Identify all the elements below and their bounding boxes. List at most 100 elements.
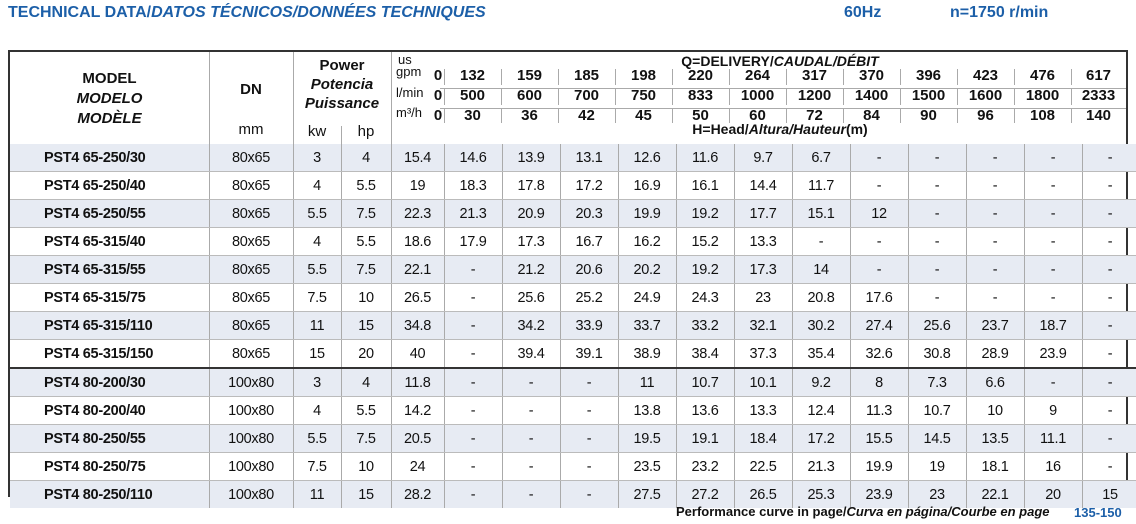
flow-m3h-5: 50: [692, 107, 709, 124]
model-cell: PST4 80-250/75: [10, 452, 209, 481]
head-value-cell: 11: [617, 368, 676, 397]
table-row: PST4 65-315/110 80x65 11 15 34.8-34.2 33.9 33.…: [10, 311, 1136, 340]
head-value-cell: 26.5: [390, 283, 444, 312]
head-value-cell: -: [1081, 171, 1136, 200]
dn-cell: 80x65: [208, 283, 293, 312]
header-dn-unit: mm: [238, 121, 264, 138]
head-value-cell: -: [1081, 368, 1136, 397]
head-value-cell: 6.6: [965, 368, 1024, 397]
head-value-cell: 12: [849, 199, 908, 228]
dn-cell: 100x80: [208, 368, 293, 397]
head-value-cell: 39.1: [559, 339, 618, 369]
head-value-cell: 20.2: [617, 255, 676, 284]
hp-cell: 10: [340, 452, 391, 481]
hp-cell: 4: [340, 144, 391, 172]
head-value-cell: 13.3: [733, 227, 792, 256]
head-value-cell: -: [501, 452, 560, 481]
head-value-cell: -: [1081, 144, 1136, 172]
head-value-cell: -: [1023, 283, 1082, 312]
header-puissance: Puissance: [304, 95, 380, 112]
head-value-cell: -: [443, 283, 502, 312]
table-row: PST4 65-315/55 80x65 5.5 7.5 22.1-21.2 20.6 20…: [10, 255, 1136, 284]
head-value-cell: 21.2: [501, 255, 560, 284]
head-value-cell: -: [907, 144, 966, 172]
head-value-cell: 24: [390, 452, 444, 481]
head-value-cell: 28.9: [965, 339, 1024, 369]
header-potencia: Potencia: [310, 76, 374, 93]
head-value-cell: 32.1: [733, 311, 792, 340]
head-value-cell: 40: [390, 339, 444, 369]
head-value-cell: 11.7: [791, 171, 850, 200]
model-cell: PST4 65-250/30: [10, 144, 209, 172]
head-value-cell: 22.3: [390, 199, 444, 228]
head-value-cell: 27.4: [849, 311, 908, 340]
head-value-cell: 11.3: [849, 396, 908, 425]
head-value-cell: -: [443, 255, 502, 284]
unit-gpm: gpm: [396, 64, 422, 79]
head-value-cell: 20.5: [390, 424, 444, 453]
header-kw: kw: [307, 123, 327, 140]
head-value-cell: -: [965, 199, 1024, 228]
head-value-cell: 17.6: [849, 283, 908, 312]
flow-gpm-5: 220: [687, 67, 714, 84]
head-value-cell: -: [1023, 171, 1082, 200]
unit-lmin: l/min: [396, 85, 424, 100]
head-value-cell: -: [965, 144, 1024, 172]
head-value-cell: 37.3: [733, 339, 792, 369]
head-value-cell: 14: [791, 255, 850, 284]
kw-cell: 5.5: [292, 199, 341, 228]
head-value-cell: 15.5: [849, 424, 908, 453]
head-value-cell: 19.9: [617, 199, 676, 228]
hp-cell: 5.5: [340, 227, 391, 256]
footer-note: Performance curve in page/Curva en págin…: [676, 504, 1050, 519]
flow-m3h-12: 140: [1085, 107, 1112, 124]
head-value-cell: 32.6: [849, 339, 908, 369]
head-value-cell: 19: [390, 171, 444, 200]
model-cell: PST4 65-315/75: [10, 283, 209, 312]
flow-m3h-1: 30: [464, 107, 481, 124]
head-value-cell: 23.2: [675, 452, 734, 481]
dn-cell: 100x80: [208, 480, 293, 508]
head-value-cell: 22.5: [733, 452, 792, 481]
head-value-cell: 25.2: [559, 283, 618, 312]
head-value-cell: -: [501, 396, 560, 425]
head-value-cell: 23.9: [1023, 339, 1082, 369]
hp-cell: 5.5: [340, 171, 391, 200]
kw-cell: 5.5: [292, 255, 341, 284]
head-value-cell: 15: [1081, 480, 1136, 508]
head-value-cell: -: [965, 227, 1024, 256]
model-cell: PST4 65-315/150: [10, 339, 209, 369]
footer-pages[interactable]: 135-150: [1074, 505, 1122, 520]
head-value-cell: 33.9: [559, 311, 618, 340]
table-row: PST4 65-315/75 80x65 7.5 10 26.5-25.6 25.2 24.…: [10, 283, 1136, 312]
head-value-cell: 22.1: [390, 255, 444, 284]
head-value-cell: 9.2: [791, 368, 850, 397]
flow-gpm-2: 159: [516, 67, 543, 84]
flow-gpm-12: 617: [1085, 67, 1112, 84]
head-value-cell: -: [443, 480, 502, 508]
flow-gpm-7: 317: [801, 67, 828, 84]
head-value-cell: -: [501, 368, 560, 397]
unit-us: us: [398, 52, 412, 67]
head-value-cell: -: [559, 452, 618, 481]
flow-lmin-3: 700: [573, 87, 600, 104]
head-value-cell: 34.8: [390, 311, 444, 340]
head-value-cell: 38.4: [675, 339, 734, 369]
head-value-cell: -: [1081, 339, 1136, 369]
model-cell: PST4 65-315/55: [10, 255, 209, 284]
head-value-cell: 26.5: [733, 480, 792, 508]
flow-gpm-6: 264: [744, 67, 771, 84]
head-value-cell: 34.2: [501, 311, 560, 340]
kw-cell: 3: [292, 368, 341, 397]
head-value-cell: 20: [1023, 480, 1082, 508]
table-row: PST4 65-250/40 80x65 4 5.5 19 18.3 17.8 17.2 16.…: [10, 171, 1136, 200]
head-value-cell: 15.1: [791, 199, 850, 228]
table-header: MODEL MODELO MODÈLE DN mm Power Potencia…: [10, 52, 1126, 146]
head-value-cell: -: [1023, 227, 1082, 256]
flow-lmin-8: 1400: [854, 87, 889, 104]
flow-m3h-9: 90: [920, 107, 937, 124]
data-table-body: PST4 65-250/30 80x65 3 4 15.4 14.6 13.9 13.1 12.…: [10, 144, 1136, 508]
flow-m3h-6: 60: [749, 107, 766, 124]
dn-cell: 100x80: [208, 424, 293, 453]
